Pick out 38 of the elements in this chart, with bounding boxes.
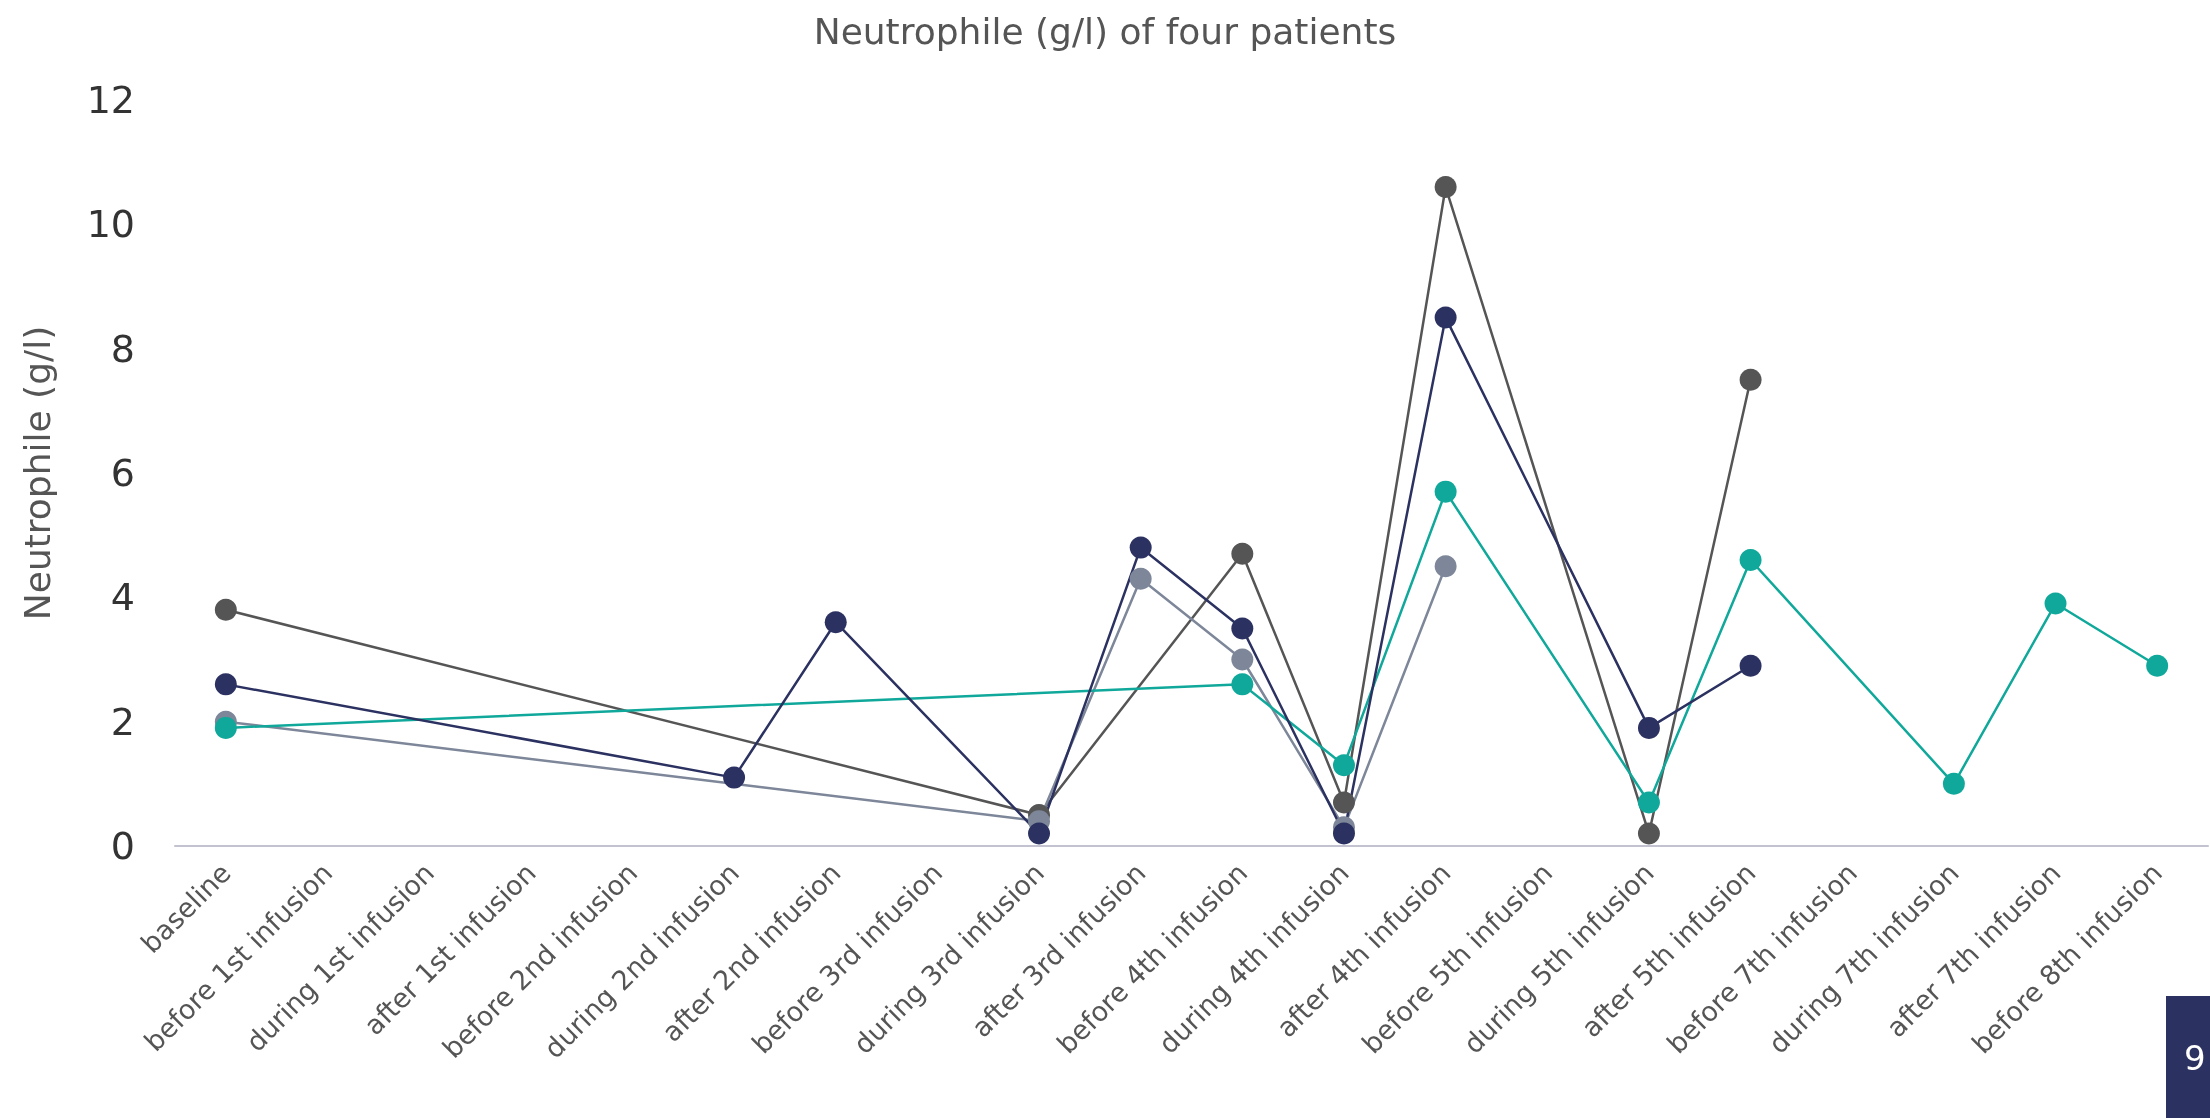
point [1637, 716, 1660, 739]
point [1942, 772, 1965, 795]
y-tick-label: 6 [110, 451, 135, 495]
y-tick-label: 10 [86, 202, 135, 247]
point [2044, 592, 2067, 615]
point [1434, 480, 1457, 503]
point [1333, 791, 1355, 814]
y-tick-label: 12 [86, 78, 135, 122]
point [1129, 567, 1152, 590]
y-tick-label: 8 [110, 326, 135, 371]
point [1231, 648, 1254, 671]
point [214, 673, 237, 696]
point [1637, 822, 1660, 845]
point [214, 716, 237, 739]
point [1231, 542, 1254, 565]
point [1231, 617, 1254, 640]
point [1231, 673, 1254, 696]
text: 9 [2184, 1038, 2206, 1078]
point [1129, 536, 1152, 559]
point [1434, 555, 1457, 578]
point [1739, 549, 1762, 572]
point [214, 598, 237, 621]
point [1739, 654, 1762, 677]
chart-title: Neutrophile (g/l) of four patients [813, 10, 1397, 52]
point [1333, 754, 1355, 777]
y-tick-label: 4 [110, 575, 135, 620]
point [1637, 791, 1660, 814]
point [824, 611, 847, 634]
point [1434, 176, 1457, 199]
y-axis-title: Neutrophile (g/l) [16, 325, 58, 621]
y-tick-label: 0 [110, 824, 135, 868]
point [723, 766, 746, 789]
point [1434, 306, 1457, 329]
point [1739, 368, 1762, 391]
point [1028, 822, 1051, 845]
point [1333, 822, 1355, 845]
point [2146, 654, 2169, 677]
y-tick-label: 2 [110, 699, 135, 744]
